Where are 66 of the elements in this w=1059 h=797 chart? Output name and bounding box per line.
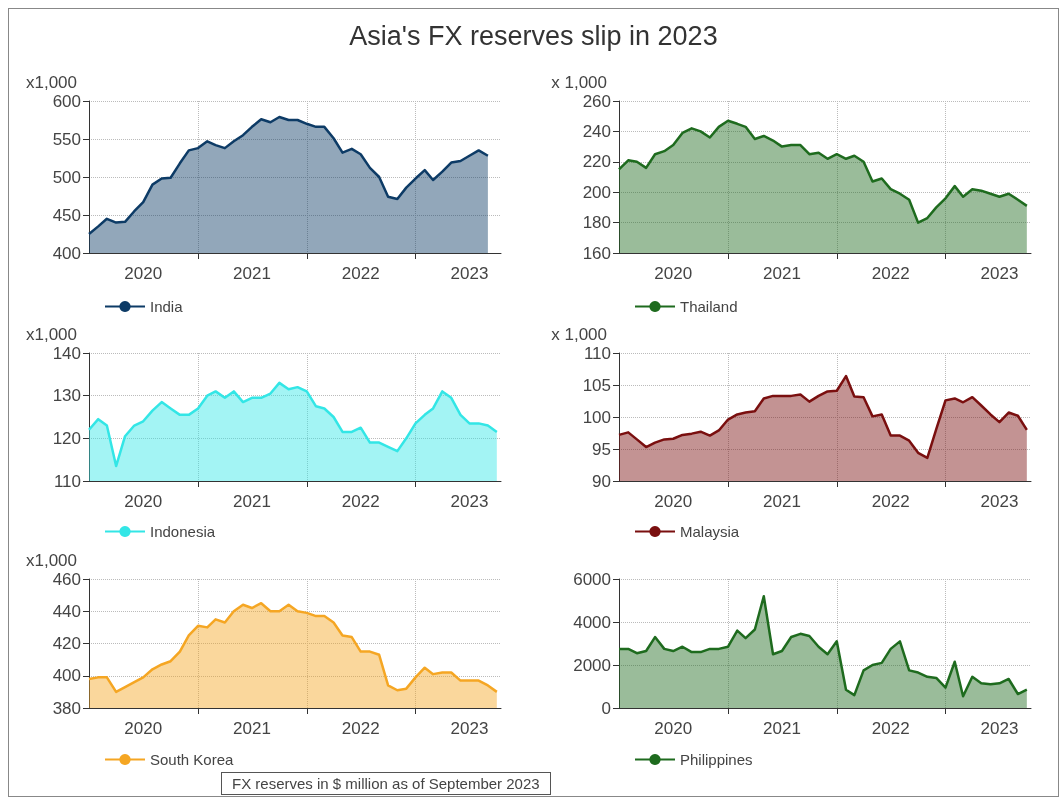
x-tick-label: 2021 — [233, 264, 271, 283]
x-tick-label: 2020 — [124, 492, 163, 511]
y-tick-label: 220 — [582, 152, 611, 172]
x-tick-label: 2022 — [871, 719, 910, 738]
y-tick-label: 260 — [582, 91, 611, 111]
y-tick-label: 440 — [52, 601, 81, 621]
y-tick-label: 200 — [582, 182, 611, 202]
x-tick-label: 2020 — [654, 264, 693, 283]
y-tick-label: 450 — [52, 205, 81, 225]
y-tick-label: 6000 — [573, 569, 611, 589]
x-tick-label: 2021 — [233, 719, 271, 738]
y-axis-title: x 1,000 — [551, 73, 607, 92]
y-axis-title: x1,000 — [25, 325, 77, 344]
x-tick-label: 2021 — [233, 492, 271, 511]
chart-title: Asia's FX reserves slip in 2023 — [348, 21, 719, 52]
y-tick-label: 0 — [601, 698, 611, 718]
y-tick-label: 500 — [52, 167, 81, 187]
y-tick-label: 120 — [52, 428, 81, 448]
x-tick-label: 2020 — [124, 264, 163, 283]
y-tick-label: 600 — [52, 91, 81, 111]
y-tick-label: 550 — [52, 129, 81, 149]
x-tick-label: 2023 — [450, 719, 489, 738]
y-axis-title: x1,000 — [25, 73, 77, 92]
y-tick-label: 400 — [52, 666, 81, 686]
y-tick-label: 110 — [53, 471, 81, 491]
y-tick-label: 380 — [52, 698, 81, 718]
x-tick-label: 2021 — [763, 264, 801, 283]
x-tick-label: 2023 — [980, 719, 1019, 738]
y-tick-label: 180 — [582, 213, 611, 233]
x-tick-label: 2022 — [341, 492, 380, 511]
y-tick-label: 110 — [583, 343, 611, 363]
x-tick-label: 2021 — [763, 719, 801, 738]
x-tick-label: 2022 — [871, 264, 910, 283]
y-tick-label: 240 — [582, 121, 611, 141]
x-tick-label: 2020 — [654, 492, 693, 511]
y-tick-label: 95 — [592, 439, 611, 459]
y-tick-label: 4000 — [573, 612, 611, 632]
y-tick-label: 420 — [52, 634, 81, 653]
legend-label: Indonesia — [150, 523, 216, 540]
x-tick-label: 2020 — [124, 719, 163, 738]
x-tick-label: 2023 — [450, 264, 489, 283]
x-tick-label: 2022 — [871, 492, 910, 511]
y-tick-label: 140 — [52, 343, 81, 363]
x-tick-label: 2021 — [763, 492, 801, 511]
y-tick-label: 2000 — [573, 655, 611, 675]
legend-label: Malaysia — [680, 523, 740, 540]
legend-label: Philippines — [680, 751, 753, 768]
y-axis-title: x 1,000 — [551, 325, 607, 344]
y-tick-label: 100 — [582, 407, 611, 427]
y-axis-title: x1,000 — [25, 551, 77, 570]
y-tick-label: 400 — [52, 243, 81, 263]
y-tick-label: 160 — [582, 243, 611, 263]
x-tick-label: 2023 — [980, 492, 1019, 511]
x-tick-label: 2023 — [980, 264, 1019, 283]
x-tick-label: 2020 — [654, 719, 693, 738]
legend-label: Thailand — [680, 298, 738, 315]
legend-label: South Korea — [150, 751, 235, 768]
x-tick-label: 2023 — [450, 492, 489, 511]
y-tick-label: 105 — [582, 375, 611, 395]
x-tick-label: 2022 — [341, 719, 380, 738]
legend-label: India — [150, 298, 184, 315]
y-tick-label: 130 — [52, 386, 81, 406]
x-tick-label: 2022 — [341, 264, 380, 283]
y-tick-label: 90 — [592, 471, 611, 491]
y-tick-label: 460 — [52, 569, 81, 589]
text: FX reserves in $ million as of September 2023 — [221, 772, 551, 795]
